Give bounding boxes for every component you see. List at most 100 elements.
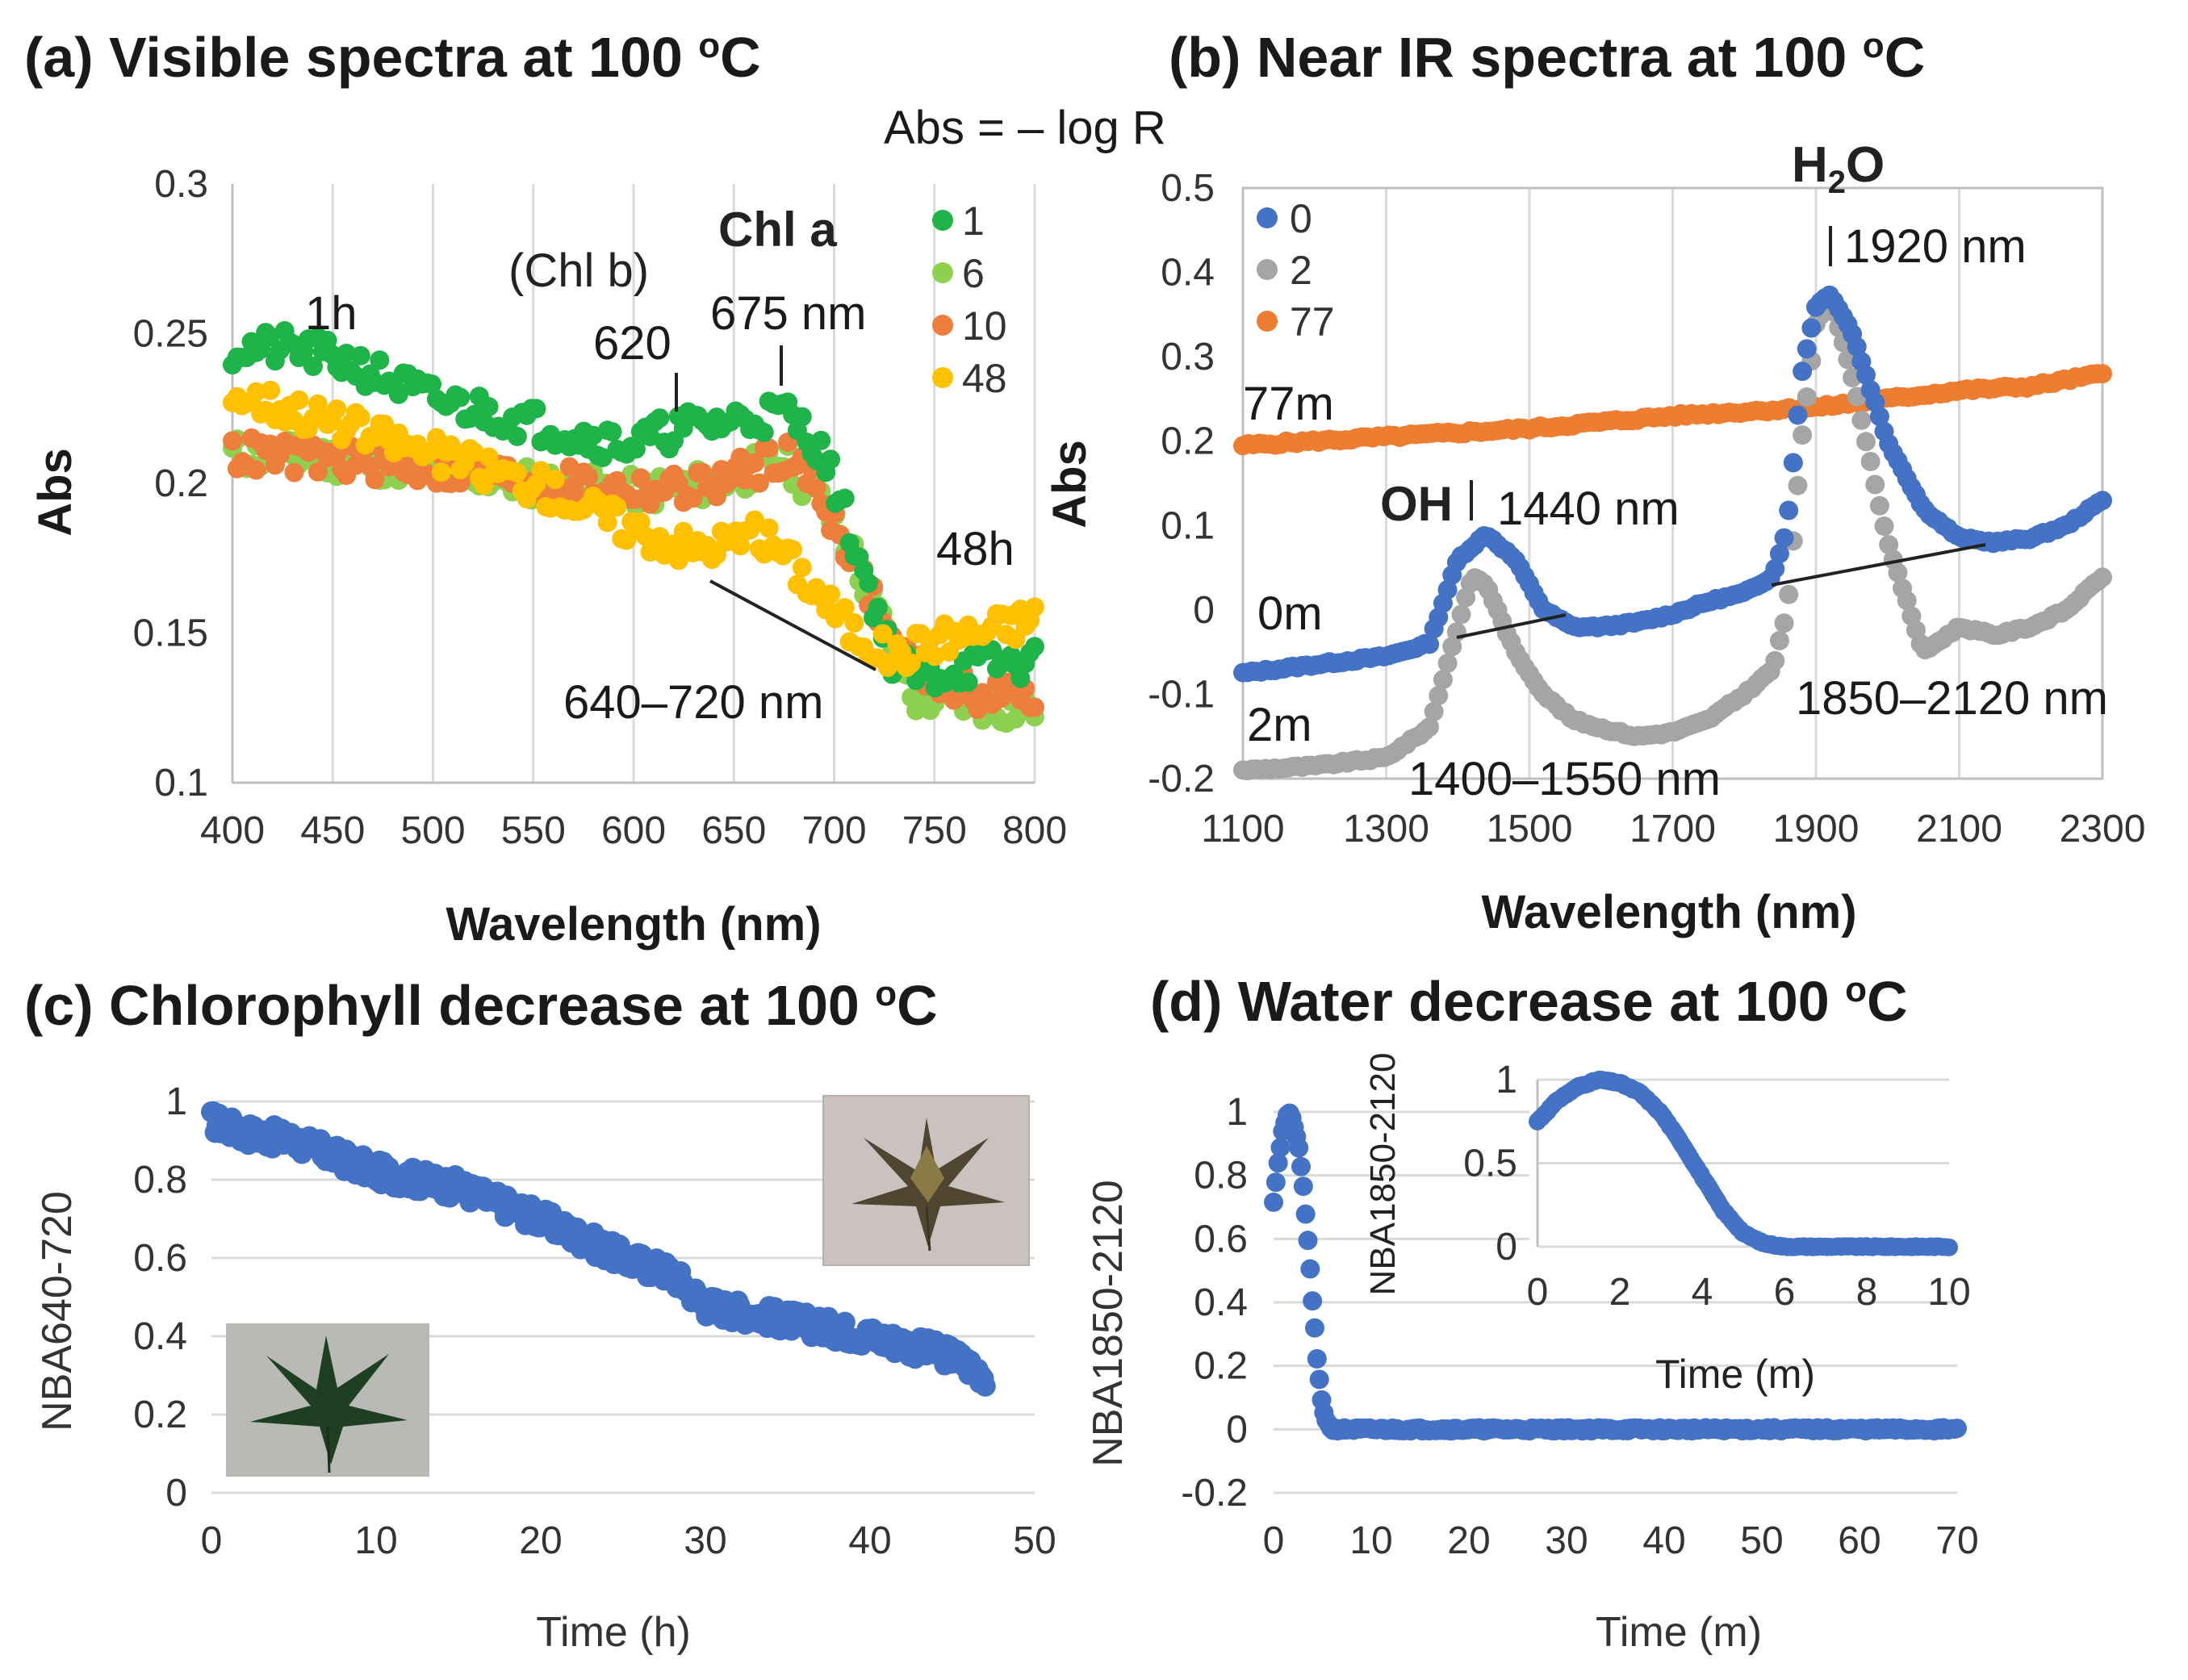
c-ytick: 0 bbox=[165, 1472, 187, 1515]
a-point-48 bbox=[792, 558, 812, 578]
a-legend-marker-1 bbox=[932, 210, 953, 231]
di-point-inset bbox=[1940, 1238, 1958, 1256]
a-legend-label-48: 48 bbox=[962, 356, 1007, 401]
a-point-1 bbox=[526, 399, 546, 419]
b-point-2 bbox=[1797, 387, 1817, 407]
panel-c-xlabel: Time (h) bbox=[536, 1609, 691, 1656]
c-ytick: 0.6 bbox=[133, 1237, 187, 1280]
label-1920: 1920 nm bbox=[1844, 220, 2027, 273]
b-point-2 bbox=[1888, 562, 1908, 583]
a-point-10 bbox=[1025, 697, 1044, 717]
d-ytick: -0.2 bbox=[1181, 1472, 1248, 1515]
d-point-NBA1850-2120 bbox=[1307, 1349, 1327, 1369]
b-point-2 bbox=[1446, 622, 1466, 642]
a-point-48 bbox=[261, 380, 281, 400]
b-point-2 bbox=[1874, 516, 1894, 537]
d-xtick: 70 bbox=[1935, 1519, 1978, 1562]
a-legend-marker-48 bbox=[932, 367, 953, 388]
label-0m: 0m bbox=[1257, 587, 1323, 640]
di-ytick: 1 bbox=[1496, 1059, 1517, 1101]
a-point-48 bbox=[289, 390, 309, 410]
d-point-NBA1850-2120 bbox=[1295, 1204, 1316, 1224]
a-point-10 bbox=[806, 479, 826, 499]
a-point-48 bbox=[650, 527, 670, 547]
a-point-1 bbox=[835, 488, 855, 508]
panel-a-xlabel: Wavelength (nm) bbox=[446, 898, 821, 951]
dried-leaf-photo bbox=[822, 1095, 1030, 1266]
d-point-NBA1850-2120 bbox=[1304, 1318, 1324, 1338]
b-point-0 bbox=[1783, 453, 1803, 473]
oh-label: OH bbox=[1380, 477, 1453, 531]
b-point-2 bbox=[1865, 474, 1885, 495]
d-point-NBA1850-2120 bbox=[1300, 1259, 1320, 1279]
d-point-NBA1850-2120 bbox=[1298, 1231, 1318, 1251]
a-point-48 bbox=[835, 598, 855, 618]
d-ytick: 0.2 bbox=[1194, 1345, 1248, 1388]
b-xtick: 1300 bbox=[1343, 808, 1429, 850]
panel-b-title: (b) Near IR spectra at 100 oC bbox=[1169, 26, 1925, 90]
a-point-1 bbox=[754, 422, 774, 442]
d-point-NBA1850-2120 bbox=[1291, 1156, 1311, 1176]
panel-d-inset: 00.510 2 4 6 8 10 NBA1850-2120 Time (m) bbox=[1363, 1053, 1977, 1397]
a-point-48 bbox=[783, 540, 803, 560]
a-point-48 bbox=[668, 550, 688, 570]
a-point-48 bbox=[1025, 597, 1044, 617]
b-legend-marker-0 bbox=[1257, 207, 1278, 228]
di-xtick: 4 bbox=[1692, 1271, 1713, 1314]
a-point-48 bbox=[350, 407, 370, 428]
a-legend-label-10: 10 bbox=[962, 303, 1007, 349]
a-point-10 bbox=[749, 473, 769, 493]
d-point-NBA1850-2120 bbox=[1303, 1291, 1323, 1311]
panel-d: (d) Water decrease at 100 oC -0.2 0 0.2 0.4… bbox=[1085, 970, 1979, 1657]
c-xtick: 50 bbox=[1013, 1519, 1056, 1562]
b-point-2 bbox=[1779, 584, 1799, 604]
b-point-2 bbox=[1869, 495, 1889, 516]
b-point-2 bbox=[1420, 717, 1440, 738]
c-ytick: 1 bbox=[165, 1080, 187, 1123]
b-point-2 bbox=[1855, 432, 1876, 452]
label-2m: 2m bbox=[1247, 699, 1312, 751]
d-point-NBA1850-2120 bbox=[1289, 1138, 1309, 1158]
b-ytick: -0.2 bbox=[1148, 758, 1215, 800]
di-xtick: 0 bbox=[1527, 1271, 1549, 1314]
d-point-NBA1850-2120 bbox=[1268, 1153, 1288, 1173]
a-point-1 bbox=[958, 672, 978, 692]
b-ytick: -0.1 bbox=[1148, 673, 1215, 716]
c-ytick: 0.8 bbox=[133, 1159, 187, 1201]
a-legend-marker-10 bbox=[932, 315, 953, 336]
a-point-10 bbox=[579, 466, 599, 487]
d-xtick: 50 bbox=[1740, 1519, 1783, 1562]
d-point-NBA1850-2120 bbox=[1947, 1419, 1967, 1439]
c-xtick: 20 bbox=[519, 1519, 562, 1562]
panel-d-title: (d) Water decrease at 100 oC bbox=[1150, 970, 1908, 1034]
di-xtick: 6 bbox=[1774, 1271, 1796, 1314]
baseline-1850-2120 bbox=[1771, 543, 1986, 587]
a-ytick: 0.25 bbox=[133, 313, 208, 356]
c-xtick: 0 bbox=[201, 1519, 223, 1562]
a-point-48 bbox=[872, 624, 893, 644]
a-point-48 bbox=[507, 462, 527, 483]
b-point-2 bbox=[2093, 567, 2112, 587]
a-point-10 bbox=[630, 468, 651, 488]
d-point-NBA1850-2120 bbox=[1266, 1172, 1286, 1193]
h2o-label: H2O bbox=[1792, 137, 1885, 200]
panel-b-xlabel: Wavelength (nm) bbox=[1481, 886, 1856, 938]
b-point-0 bbox=[1420, 634, 1440, 654]
b-ytick: 0 bbox=[1193, 589, 1215, 632]
a-point-1 bbox=[625, 439, 646, 459]
b-point-0 bbox=[1847, 336, 1867, 357]
label-1400-1550: 1400–1550 nm bbox=[1408, 753, 1721, 805]
d-xtick: 60 bbox=[1838, 1519, 1881, 1562]
a-point-1 bbox=[479, 397, 499, 417]
a-point-1 bbox=[422, 374, 442, 395]
a-point-48 bbox=[759, 518, 779, 538]
a-point-10 bbox=[759, 438, 779, 458]
b-point-2 bbox=[1442, 637, 1462, 657]
chl-a-label: Chl a bbox=[718, 203, 837, 257]
b-legend-label-77: 77 bbox=[1290, 299, 1335, 345]
fresh-leaf-photo bbox=[226, 1323, 429, 1477]
b-point-0 bbox=[1774, 528, 1794, 548]
b-point-0 bbox=[1437, 579, 1458, 600]
b-point-2 bbox=[1429, 686, 1449, 706]
